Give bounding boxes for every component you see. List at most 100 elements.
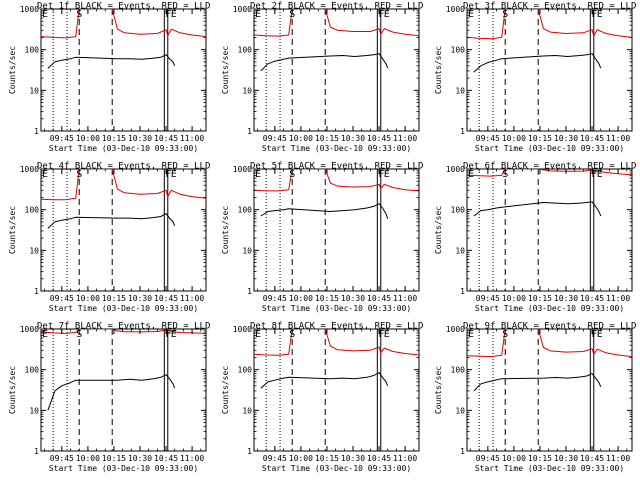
- plot-frame: [466, 328, 633, 452]
- y-axis-label: Counts/sec: [434, 366, 443, 414]
- y-tick-label: 100: [451, 366, 466, 375]
- plot-frame: [466, 168, 633, 292]
- x-tick-label: 09:45: [476, 294, 500, 303]
- x-tick-label: 10:30: [128, 294, 152, 303]
- x-tick-label: 09:45: [50, 294, 74, 303]
- series-lld-line: [467, 329, 632, 358]
- x-axis-label: Start Time (03-Dec-10 09:33:00): [475, 144, 624, 153]
- x-tick-label: 10:15: [315, 294, 339, 303]
- y-tick-label: 1000: [446, 165, 465, 174]
- series-events-line: [260, 372, 389, 389]
- event-marker-label: S: [502, 329, 508, 340]
- event-marker-label: E: [255, 329, 261, 340]
- event-marker-label: E: [171, 329, 177, 340]
- series-lld-line: [41, 329, 206, 334]
- y-axis-label: Counts/sec: [8, 206, 17, 254]
- x-axis-label: Start Time (03-Dec-10 09:33:00): [262, 464, 411, 473]
- event-marker-label: E: [384, 329, 390, 340]
- y-tick-label: 10: [242, 246, 252, 255]
- x-axis-label: Start Time (03-Dec-10 09:33:00): [262, 304, 411, 313]
- x-tick-label: 10:15: [315, 134, 339, 143]
- y-tick-label: 1000: [233, 325, 252, 334]
- event-marker-label: S: [289, 329, 295, 340]
- x-axis-label: Start Time (03-Dec-10 09:33:00): [262, 144, 411, 153]
- y-tick-label: 1: [34, 287, 39, 296]
- event-marker-label: E: [597, 9, 603, 20]
- panel-title: Det 7f BLACK = Events, RED = LLD: [37, 322, 210, 332]
- y-tick-label: 10: [455, 86, 465, 95]
- y-tick-label: 1000: [20, 325, 39, 334]
- plot-area: [254, 169, 419, 291]
- event-marker-label: S: [502, 169, 508, 180]
- x-tick-label: 10:45: [367, 134, 391, 143]
- plot-frame: [253, 168, 420, 292]
- x-tick-label: 11:00: [393, 454, 417, 463]
- event-marker-label: S: [76, 9, 82, 20]
- y-tick-label: 100: [25, 46, 40, 55]
- series-events-line: [47, 54, 176, 69]
- y-tick-label: 1000: [233, 165, 252, 174]
- panel-title: Det 2f BLACK = Events, RED = LLD: [250, 2, 423, 12]
- x-tick-label: 10:30: [554, 454, 578, 463]
- event-marker-label: F: [378, 169, 384, 180]
- x-tick-label: 09:45: [476, 454, 500, 463]
- x-tick-label: 10:45: [154, 134, 178, 143]
- event-marker-label: F: [165, 9, 171, 20]
- x-tick-label: 10:30: [341, 454, 365, 463]
- event-marker-label: F: [591, 169, 597, 180]
- x-tick-label: 09:45: [263, 134, 287, 143]
- event-marker-label: E: [597, 329, 603, 340]
- plot-area: [41, 329, 206, 451]
- event-marker-label: E: [468, 9, 474, 20]
- plot-area: [254, 9, 419, 131]
- x-tick-label: 11:00: [606, 134, 630, 143]
- x-tick-label: 10:00: [289, 294, 313, 303]
- x-tick-label: 10:00: [502, 294, 526, 303]
- y-axis-label: Counts/sec: [221, 206, 230, 254]
- plot-frame: [253, 8, 420, 132]
- event-marker-label: E: [597, 169, 603, 180]
- plot-area: [41, 9, 206, 131]
- event-marker-label: S: [502, 9, 508, 20]
- y-tick-label: 1: [460, 447, 465, 456]
- series-events-line: [47, 374, 176, 411]
- y-axis-label: Counts/sec: [8, 366, 17, 414]
- event-marker-label: E: [468, 329, 474, 340]
- plot-frame: [253, 328, 420, 452]
- plot-area: [467, 9, 632, 131]
- y-tick-label: 1: [460, 127, 465, 136]
- y-tick-label: 1: [247, 447, 252, 456]
- y-tick-label: 10: [242, 86, 252, 95]
- x-tick-label: 10:00: [76, 294, 100, 303]
- y-tick-label: 100: [25, 366, 40, 375]
- panel-title: Det 8f BLACK = Events, RED = LLD: [250, 322, 423, 332]
- y-tick-label: 100: [451, 206, 466, 215]
- x-tick-label: 11:00: [393, 294, 417, 303]
- event-marker-label: E: [42, 169, 48, 180]
- panel-title: Det 3f BLACK = Events, RED = LLD: [463, 2, 636, 12]
- x-tick-label: 10:00: [502, 134, 526, 143]
- x-tick-label: 10:30: [341, 294, 365, 303]
- x-tick-label: 10:45: [154, 454, 178, 463]
- x-tick-label: 10:15: [102, 134, 126, 143]
- y-axis-label: Counts/sec: [221, 366, 230, 414]
- panel-title: Det 9f BLACK = Events, RED = LLD: [463, 322, 636, 332]
- x-tick-label: 10:15: [102, 454, 126, 463]
- y-tick-label: 1000: [20, 165, 39, 174]
- x-tick-label: 09:45: [476, 134, 500, 143]
- x-tick-label: 10:15: [315, 454, 339, 463]
- y-tick-label: 100: [238, 46, 253, 55]
- plot-area: [41, 169, 206, 291]
- x-tick-label: 09:45: [263, 454, 287, 463]
- series-events-line: [473, 53, 602, 73]
- y-tick-label: 1: [460, 287, 465, 296]
- x-tick-label: 10:45: [367, 454, 391, 463]
- series-lld-line: [41, 169, 206, 201]
- x-tick-label: 11:00: [606, 294, 630, 303]
- series-events-line: [260, 203, 389, 219]
- y-tick-label: 1: [247, 127, 252, 136]
